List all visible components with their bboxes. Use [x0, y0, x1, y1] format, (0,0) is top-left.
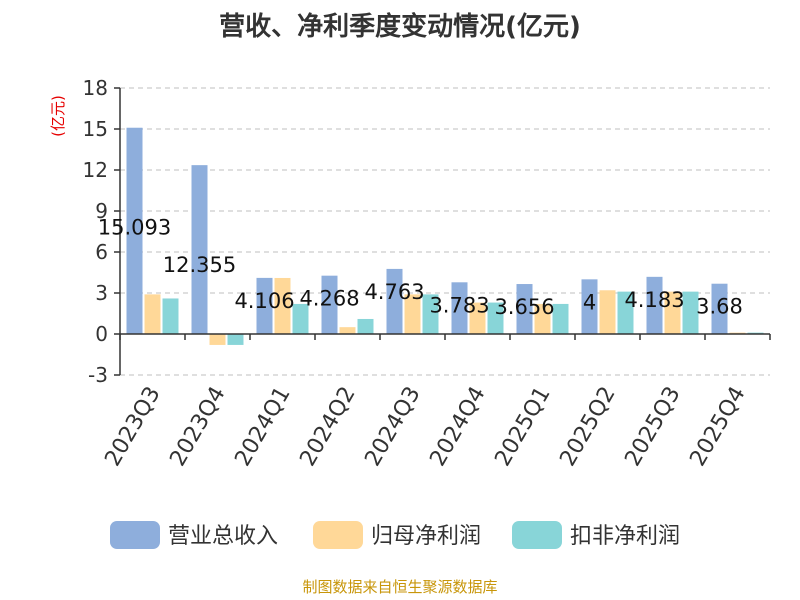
- bar-series-3-2024Q1: [292, 303, 309, 334]
- legend-swatch: [512, 521, 562, 549]
- x-tick-label: 2025Q2: [555, 383, 620, 471]
- bar-series-3-2025Q3: [682, 291, 699, 334]
- legend-item-3[interactable]: 扣非净利润: [512, 521, 680, 549]
- bar-series-1-2023Q3: [126, 127, 143, 334]
- x-tick-label: 2024Q4: [425, 383, 490, 471]
- bar-series-2-2023Q4: [209, 334, 226, 345]
- bar-series-2-2024Q1: [274, 277, 291, 334]
- legend-item-2[interactable]: 归母净利润: [313, 521, 481, 549]
- legend[interactable]: 营业总收入 归母净利润 扣非净利润: [110, 521, 680, 549]
- y-tick-label: 18: [83, 76, 108, 100]
- legend-swatch: [313, 521, 363, 549]
- y-tick-label: 6: [95, 240, 108, 264]
- data-label: 4: [583, 290, 596, 314]
- chart-title: 营收、净利季度变动情况(亿元): [219, 11, 581, 42]
- bar-series-1-2025Q4: [711, 283, 728, 334]
- x-tick-label: 2025Q4: [685, 383, 750, 471]
- bar-series-2-2025Q1: [534, 303, 551, 334]
- bar-series-2-2024Q3: [404, 294, 421, 334]
- data-label: 4.268: [299, 287, 359, 311]
- legend-label: 营业总收入: [168, 524, 278, 549]
- x-tick-label: 2024Q2: [295, 383, 360, 471]
- bar-series-3-2024Q2: [357, 318, 374, 334]
- y-tick-label: 9: [95, 199, 108, 223]
- y-tick-label: 15: [83, 117, 108, 141]
- bar-series-2-2025Q3: [664, 291, 681, 334]
- bar-series-2-2024Q2: [339, 327, 356, 334]
- data-label: 4.183: [624, 288, 684, 312]
- data-label: 3.656: [494, 295, 554, 319]
- bar-series-3-2024Q4: [487, 302, 504, 334]
- bar-series-1-2023Q4: [191, 165, 208, 334]
- bar-series-1-2024Q4: [451, 282, 468, 334]
- y-tick-label: 0: [95, 322, 108, 346]
- bar-series-1-2024Q1: [256, 277, 273, 334]
- legend-item-1[interactable]: 营业总收入: [110, 521, 278, 549]
- bar-series-3-2023Q3: [162, 298, 179, 334]
- x-tick-label: 2024Q1: [230, 383, 295, 471]
- bar-series-3-2025Q1: [552, 303, 569, 334]
- bar-series-1-2025Q1: [516, 284, 533, 334]
- data-label: 3.783: [429, 293, 489, 317]
- data-label: 4.763: [364, 280, 424, 304]
- x-tick-label: 2025Q1: [490, 383, 555, 471]
- legend-label: 扣非净利润: [570, 524, 680, 549]
- y-axis-ticks: -3 0 3 6 9 12 15 18: [83, 76, 120, 387]
- data-label: 3.68: [696, 295, 743, 319]
- y-tick-label: 12: [83, 158, 108, 182]
- data-label: 15.093: [98, 216, 171, 240]
- source-note: 制图数据来自恒生聚源数据库: [302, 578, 497, 596]
- bar-series-3-2025Q2: [617, 291, 634, 334]
- bar-series-2-2024Q4: [469, 302, 486, 334]
- legend-label: 归母净利润: [371, 524, 481, 549]
- bar-series-3-2023Q4: [227, 334, 244, 345]
- data-label: 4.106: [234, 289, 294, 313]
- x-tick-label: 2024Q3: [360, 383, 425, 471]
- legend-swatch: [110, 521, 160, 549]
- x-tick-label: 2023Q4: [165, 383, 230, 471]
- x-tick-label: 2023Q3: [100, 383, 165, 471]
- x-axis-ticks: 2023Q3 2023Q4 2024Q1 2024Q2 2024Q3 2024Q4 2025…: [100, 334, 771, 471]
- bar-series-2-2023Q3: [144, 294, 161, 334]
- grid-lines: [120, 87, 770, 376]
- bar-series-1-2025Q2: [581, 279, 598, 334]
- bar-series-1-2024Q3: [386, 268, 403, 334]
- data-label: 12.355: [163, 253, 236, 277]
- y-tick-label: -3: [88, 363, 108, 387]
- y-unit-label: (亿元): [49, 95, 67, 137]
- bar-series-1-2025Q3: [646, 276, 663, 334]
- bar-series-1-2024Q2: [321, 275, 338, 334]
- bar-series-3-2024Q3: [422, 294, 439, 334]
- y-tick-label: 3: [95, 281, 108, 305]
- bar-series-2-2025Q2: [599, 290, 616, 334]
- x-tick-label: 2025Q3: [620, 383, 685, 471]
- bars: [126, 127, 764, 345]
